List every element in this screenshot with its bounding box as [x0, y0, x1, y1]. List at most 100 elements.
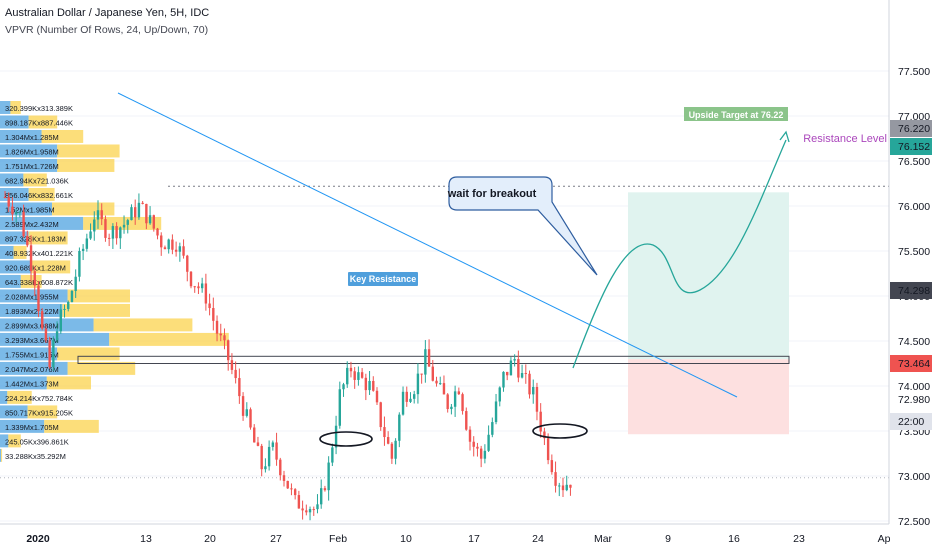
price-marker [890, 120, 932, 137]
upside-target-label: Upside Target at 76.22 [689, 110, 784, 120]
candle-body [565, 484, 568, 491]
candle-body [167, 239, 170, 250]
candle-body [293, 489, 297, 496]
candle-body [264, 466, 267, 470]
chart-title: Australian Dollar / Japanese Yen, 5H, ID… [5, 7, 210, 19]
y-tick-label: 75.500 [898, 246, 930, 258]
candle-body [498, 387, 501, 402]
vp-row-label: 898.187Kx887.446K [5, 119, 73, 128]
candle-body [364, 377, 368, 391]
candle-body [483, 450, 487, 459]
vp-up-bar [0, 318, 94, 332]
candle-body [7, 197, 10, 207]
vp-up-bar [0, 115, 29, 129]
candle-body [286, 480, 289, 489]
candle-body [271, 442, 275, 447]
candle-body [245, 409, 248, 416]
y-tick-label: 76.500 [898, 156, 930, 168]
candle-body [535, 386, 539, 412]
vp-row-label: 1.339Mx1.705M [5, 423, 59, 432]
candle-body [130, 207, 133, 221]
vp-down-bar [23, 173, 47, 187]
candle-body [383, 427, 386, 438]
candle-body [48, 340, 51, 368]
candle-body [453, 391, 457, 407]
candle-body [465, 411, 468, 430]
candle-body [44, 328, 48, 341]
candle-body [520, 373, 524, 378]
candle-body [390, 443, 394, 459]
candle-body [509, 360, 513, 376]
vp-down-bar [67, 289, 130, 303]
candle-body [468, 429, 472, 442]
vp-up-bar [0, 332, 110, 346]
vp-up-bar [0, 173, 24, 187]
vp-up-bar [0, 216, 84, 230]
candle-body [26, 235, 29, 246]
price-marker-label: 73.464 [898, 358, 930, 370]
vp-up-bar [0, 144, 58, 158]
candle-body [442, 383, 446, 395]
vp-down-bar [57, 158, 115, 172]
candle-body [3, 197, 7, 198]
candle-body [342, 384, 345, 390]
vp-up-bar [0, 376, 47, 390]
candle-body [148, 215, 152, 224]
vp-up-bar [0, 158, 58, 172]
vp-row-label: 682.94Kx721.036K [5, 177, 69, 186]
candle-body [334, 425, 338, 448]
candle-body [227, 340, 230, 361]
vp-down-bar [93, 318, 193, 332]
candle-body [186, 255, 189, 272]
candle-body [494, 401, 498, 423]
vp-down-bar [67, 361, 136, 375]
vp-row-label: 2.028Mx1.955M [5, 293, 59, 302]
vp-down-bar [13, 245, 27, 259]
candle-body [290, 488, 293, 490]
price-marker [890, 413, 932, 430]
candle-body [63, 308, 66, 310]
x-tick-label: 16 [728, 533, 740, 545]
candle-body [67, 301, 70, 309]
vp-down-bar [62, 303, 130, 317]
vp-down-bar [52, 202, 115, 216]
candle-body [546, 438, 550, 461]
vp-down-bar [46, 376, 91, 390]
price-marker-label: 76.220 [898, 123, 930, 135]
candle-body [85, 238, 89, 249]
candle-body [446, 394, 449, 410]
vp-row-label: 1.442Mx1.373M [5, 380, 59, 389]
candle-body [413, 394, 416, 399]
vp-row-label: 1.893Mx2.122M [5, 307, 59, 316]
candle-body [561, 485, 565, 491]
candle-body [174, 249, 178, 252]
price-marker [890, 391, 932, 408]
position-zones [628, 192, 789, 435]
candle-body [256, 442, 260, 446]
price-axis[interactable]: 77.50077.00076.50076.00075.50075.00074.5… [888, 0, 932, 550]
vp-row-label: 643.338Kx608.872K [5, 278, 73, 287]
candle-body [401, 391, 405, 415]
candle-body [111, 226, 115, 239]
vp-row-label: 1.52Mx1.985M [5, 206, 55, 215]
candle-body [223, 335, 226, 341]
candle-body [338, 389, 341, 426]
vp-down-bar [8, 434, 21, 448]
time-axis[interactable]: 2020 13 20 27 Feb 10 17 24 Mar 9 16 23 Ap [0, 523, 891, 545]
x-tick-label: 2020 [26, 533, 50, 545]
vp-down-bar [28, 115, 58, 129]
candle-body [394, 440, 397, 459]
candle-body [360, 372, 364, 378]
candle-body [528, 373, 531, 395]
price-marker-label: 72.980 [898, 394, 930, 406]
vp-up-bar [0, 274, 21, 288]
candle-body [435, 380, 438, 384]
candle-body [119, 227, 122, 239]
vp-row-label: 1.755Mx1.915M [5, 351, 59, 360]
candle-body [472, 441, 475, 447]
candle-body [386, 437, 390, 444]
price-marker [890, 355, 932, 372]
candle-body [375, 390, 379, 403]
vp-down-bar [7, 390, 32, 404]
